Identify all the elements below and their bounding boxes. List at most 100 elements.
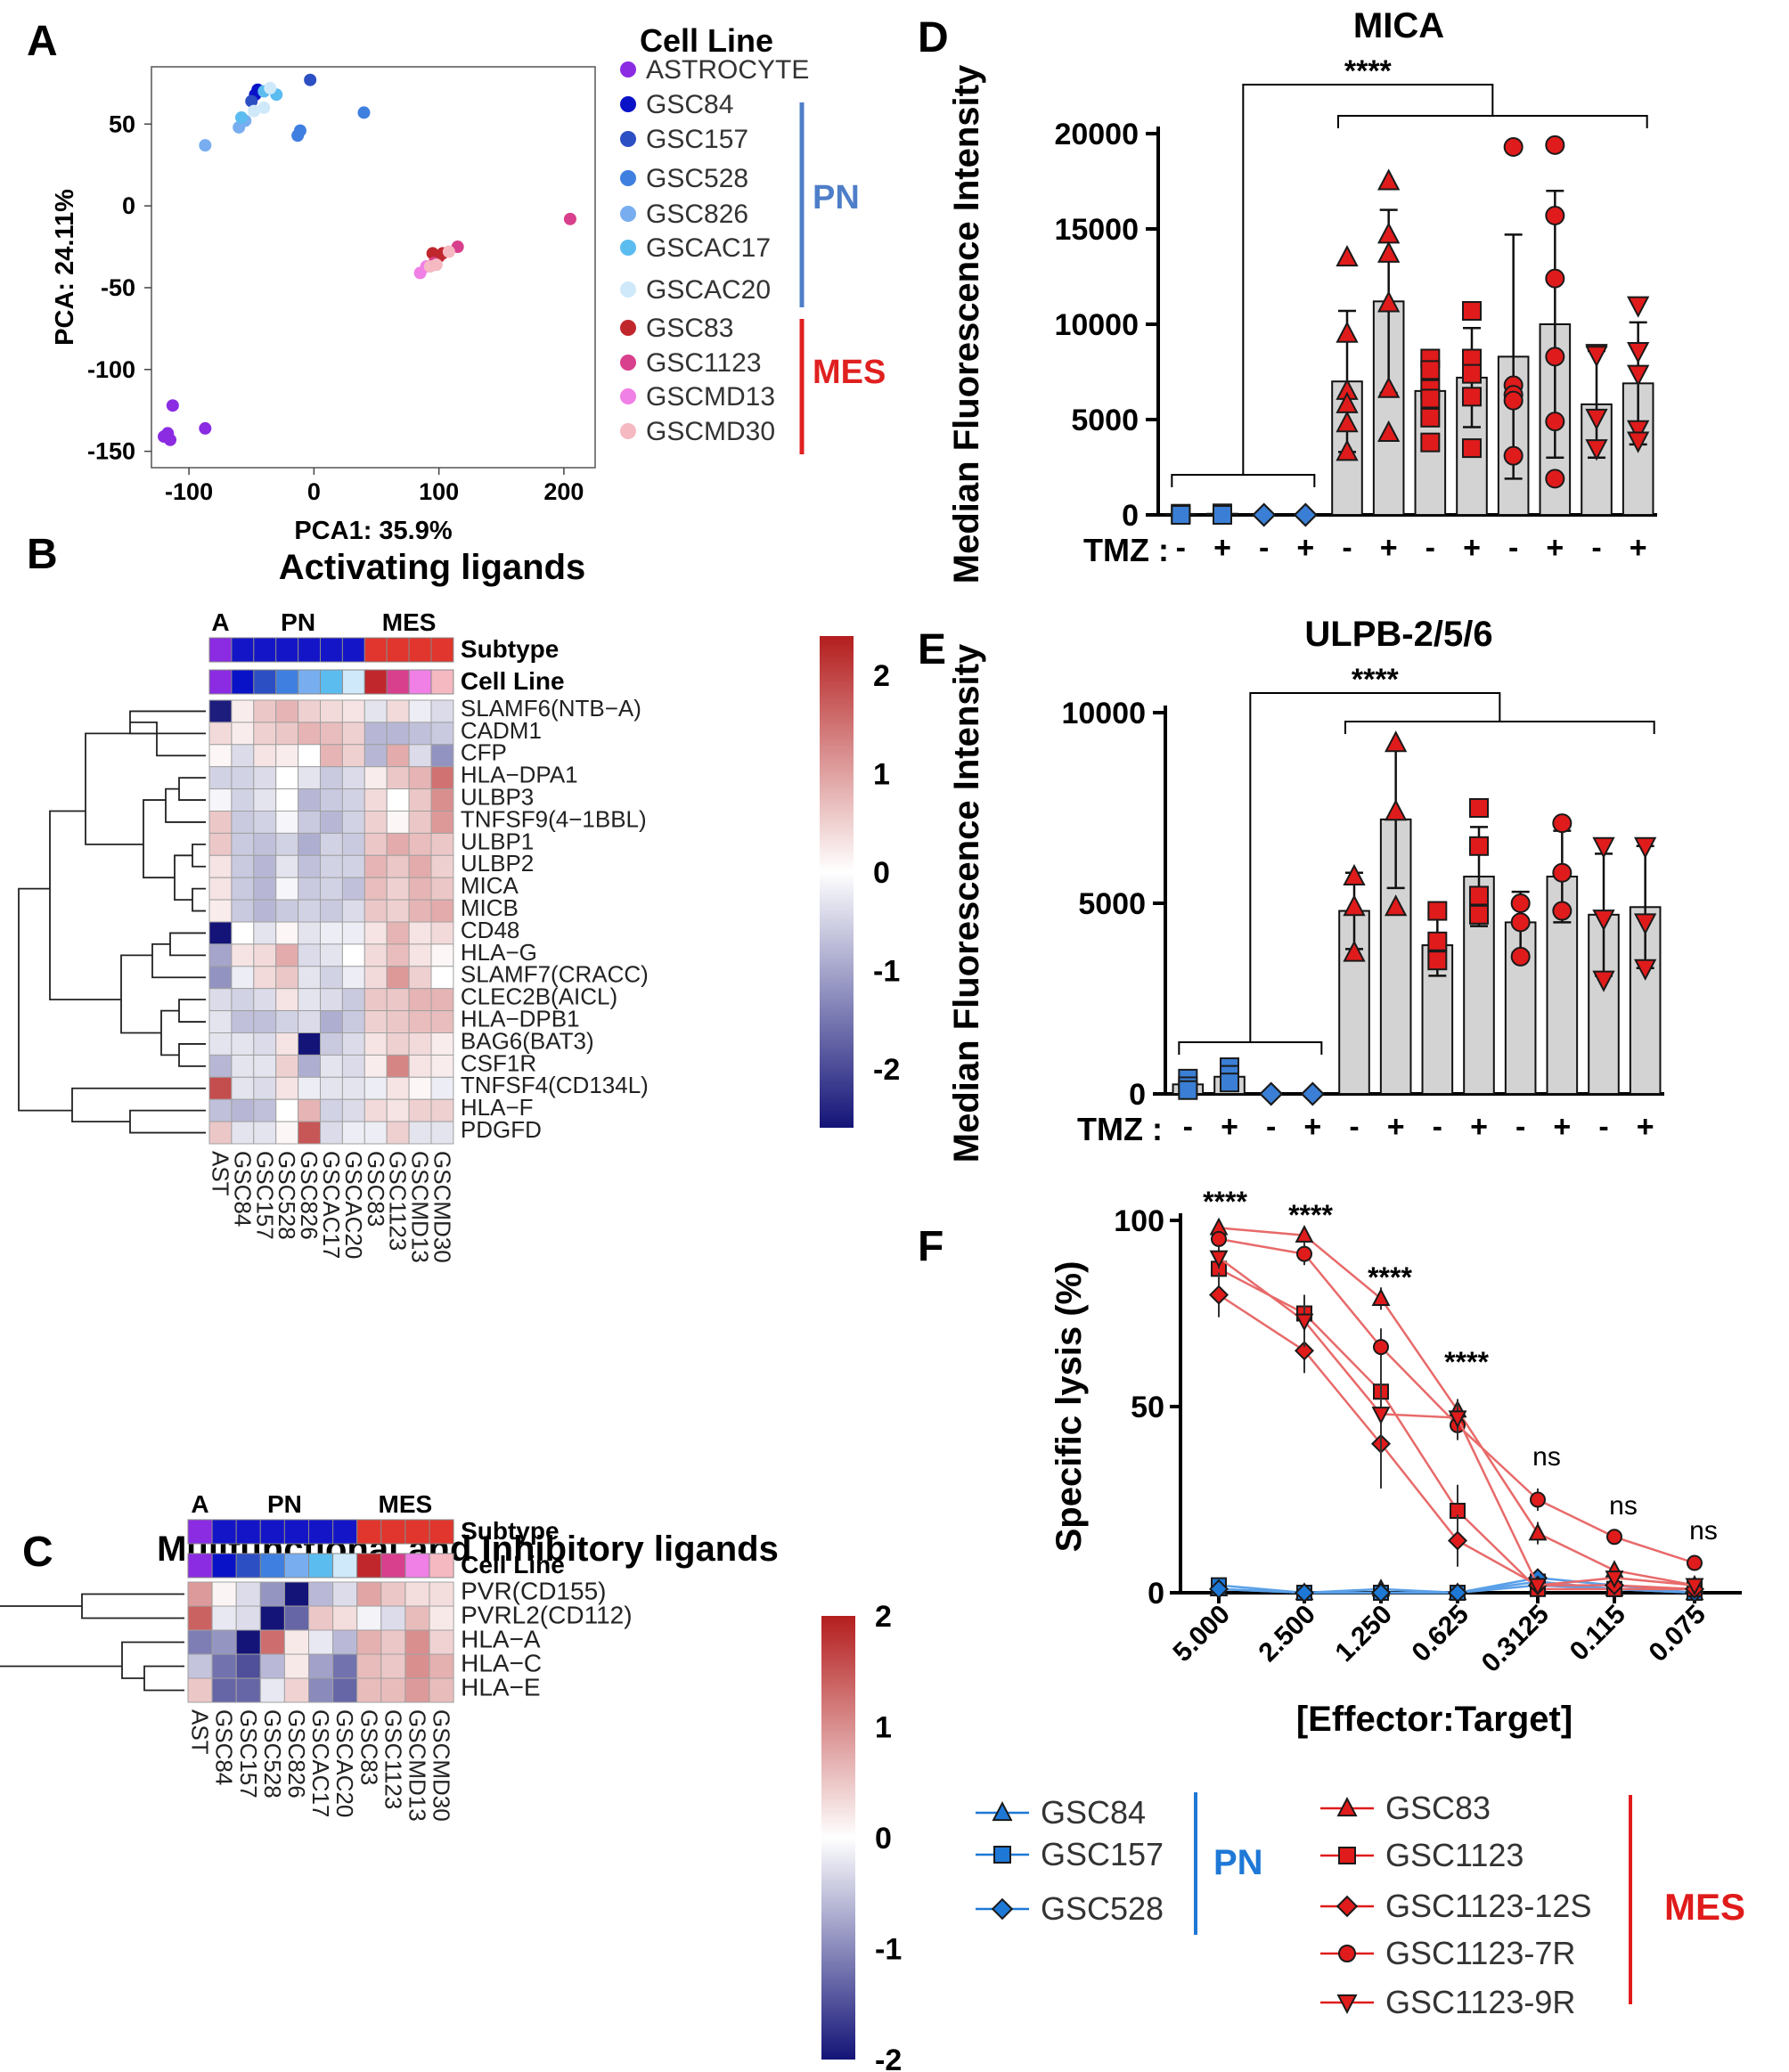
heatmap-cell xyxy=(408,811,432,834)
heatmap-cell xyxy=(253,899,277,923)
heatmap-cell xyxy=(259,1629,285,1655)
heatmap-cell xyxy=(275,921,299,945)
heatmap-cell xyxy=(341,966,365,990)
heatmap-cell xyxy=(253,811,277,834)
heatmap-row-label: CADM1 xyxy=(461,717,542,744)
pca-legend-label: GSC84 xyxy=(646,90,733,119)
subtype-annotation-cell xyxy=(429,1519,454,1545)
pca-point xyxy=(442,245,455,258)
legend-marker xyxy=(992,1801,1013,1822)
heatmap-cell xyxy=(320,966,343,990)
series-point xyxy=(1373,1339,1389,1356)
heatmap-cell xyxy=(320,877,343,901)
heatmap-cell xyxy=(386,899,410,923)
heatmap-cell xyxy=(332,1581,358,1607)
legend-marker xyxy=(1338,1945,1356,1962)
legend-marker xyxy=(991,1897,1014,1921)
pca-legend-label: GSC528 xyxy=(646,164,748,193)
cell-line-annotation-cell xyxy=(364,669,388,695)
heatmap-cell xyxy=(208,1076,233,1100)
bar-data-point xyxy=(1336,411,1359,433)
bar-data-point xyxy=(1462,387,1482,407)
pca-point xyxy=(293,124,306,137)
heatmap-cell xyxy=(380,1677,406,1703)
heatmap-cell xyxy=(235,1677,261,1703)
heatmap-column-label: GSCMD13 xyxy=(404,1709,430,1822)
heatmap-cell xyxy=(231,899,255,923)
bar-data-point xyxy=(1259,1081,1284,1106)
colorbar xyxy=(821,1616,855,2060)
heatmap-cell xyxy=(320,832,343,856)
heatmap-cell xyxy=(341,744,365,768)
pca-y-axis-label: PCA: 24.11% xyxy=(51,189,79,346)
pca-legend-label: GSCAC17 xyxy=(646,233,771,263)
heatmap-cell xyxy=(211,1629,237,1655)
series-point xyxy=(1211,1230,1227,1247)
heatmap-cell xyxy=(275,1010,299,1033)
legend-series-name: GSC1123-9R xyxy=(1385,1984,1575,2020)
heatmap-cell xyxy=(364,1121,388,1145)
heatmap-cell xyxy=(320,943,343,967)
bar-data-point xyxy=(1503,445,1524,466)
tmz-sign: - xyxy=(1176,531,1186,565)
heatmap-cell xyxy=(429,1605,454,1631)
heatmap-cell xyxy=(341,943,365,967)
pn-group-bracket xyxy=(1178,1041,1323,1055)
pca-x-tick-label: -100 xyxy=(165,478,213,505)
heatmap-cell xyxy=(320,744,343,768)
pca-x-tick-label: 200 xyxy=(543,478,584,505)
tmz-sign: + xyxy=(1387,1110,1405,1144)
bar-title: MICA xyxy=(1353,6,1444,45)
heatmap-cell xyxy=(275,1032,299,1056)
bar-data-point xyxy=(1343,863,1366,886)
heatmap-cell xyxy=(298,766,322,790)
bar-data-point xyxy=(1469,798,1489,818)
pca-point xyxy=(429,258,443,272)
line-y-axis-label: Specific lysis (%) xyxy=(1050,1261,1089,1553)
heatmap-cell xyxy=(308,1677,334,1703)
heatmap-cell xyxy=(231,722,255,746)
tmz-sign: - xyxy=(1591,531,1601,565)
bar-data-point xyxy=(1420,388,1441,409)
heatmap-cell xyxy=(408,988,432,1012)
tmz-sign: - xyxy=(1433,1110,1442,1144)
bar-data-point xyxy=(1462,438,1482,459)
heatmap-cell xyxy=(275,1121,299,1145)
pn-group-bracket xyxy=(1171,474,1316,487)
heatmap-cell xyxy=(341,699,365,723)
heatmap-cell xyxy=(430,1076,454,1100)
dendrogram-branch xyxy=(120,954,161,1034)
cell-line-annotation-cell xyxy=(211,1553,237,1578)
cell-line-annotation-cell xyxy=(283,1553,309,1578)
heatmap-cell xyxy=(275,943,299,967)
pca-legend-swatch xyxy=(620,131,636,147)
pca-point xyxy=(199,421,212,435)
heatmap-cell xyxy=(253,1076,277,1100)
pca-legend-label: GSC157 xyxy=(646,125,748,154)
heatmap-cell xyxy=(408,766,432,790)
heatmap-column-label: AST xyxy=(187,1709,214,1755)
pca-point xyxy=(166,399,179,412)
tmz-label: TMZ : xyxy=(1077,1111,1163,1147)
heatmap-cell xyxy=(187,1629,213,1655)
heatmap-cell xyxy=(275,811,299,834)
heatmap-cell xyxy=(231,966,255,990)
heatmap-cell xyxy=(298,921,322,945)
heatmap-cell xyxy=(208,811,233,834)
cell-line-annotation-cell xyxy=(253,669,277,695)
legend-marker xyxy=(1336,1797,1358,1817)
heatmap-cell xyxy=(430,699,454,723)
heatmap-cell xyxy=(231,988,255,1012)
heatmap-cell xyxy=(364,988,388,1012)
heatmap-row-label: PDGFD xyxy=(461,1116,542,1143)
pca-scatter-panel: -100 0 100 200 50 0 -50 -100 -150 PCA1: 35.9% PCA:… xyxy=(51,22,886,545)
heatmap-cell xyxy=(275,899,299,923)
bar-y-tick-label: 5000 xyxy=(1071,404,1139,437)
pca-legend-swatch xyxy=(620,96,636,112)
bar-data-point xyxy=(1252,502,1277,527)
heatmap-cell xyxy=(408,832,432,856)
heatmap-cell xyxy=(187,1653,213,1679)
heatmap-cell xyxy=(332,1629,358,1655)
heatmap-cell xyxy=(208,1054,233,1078)
bar-data-point xyxy=(1343,894,1366,917)
